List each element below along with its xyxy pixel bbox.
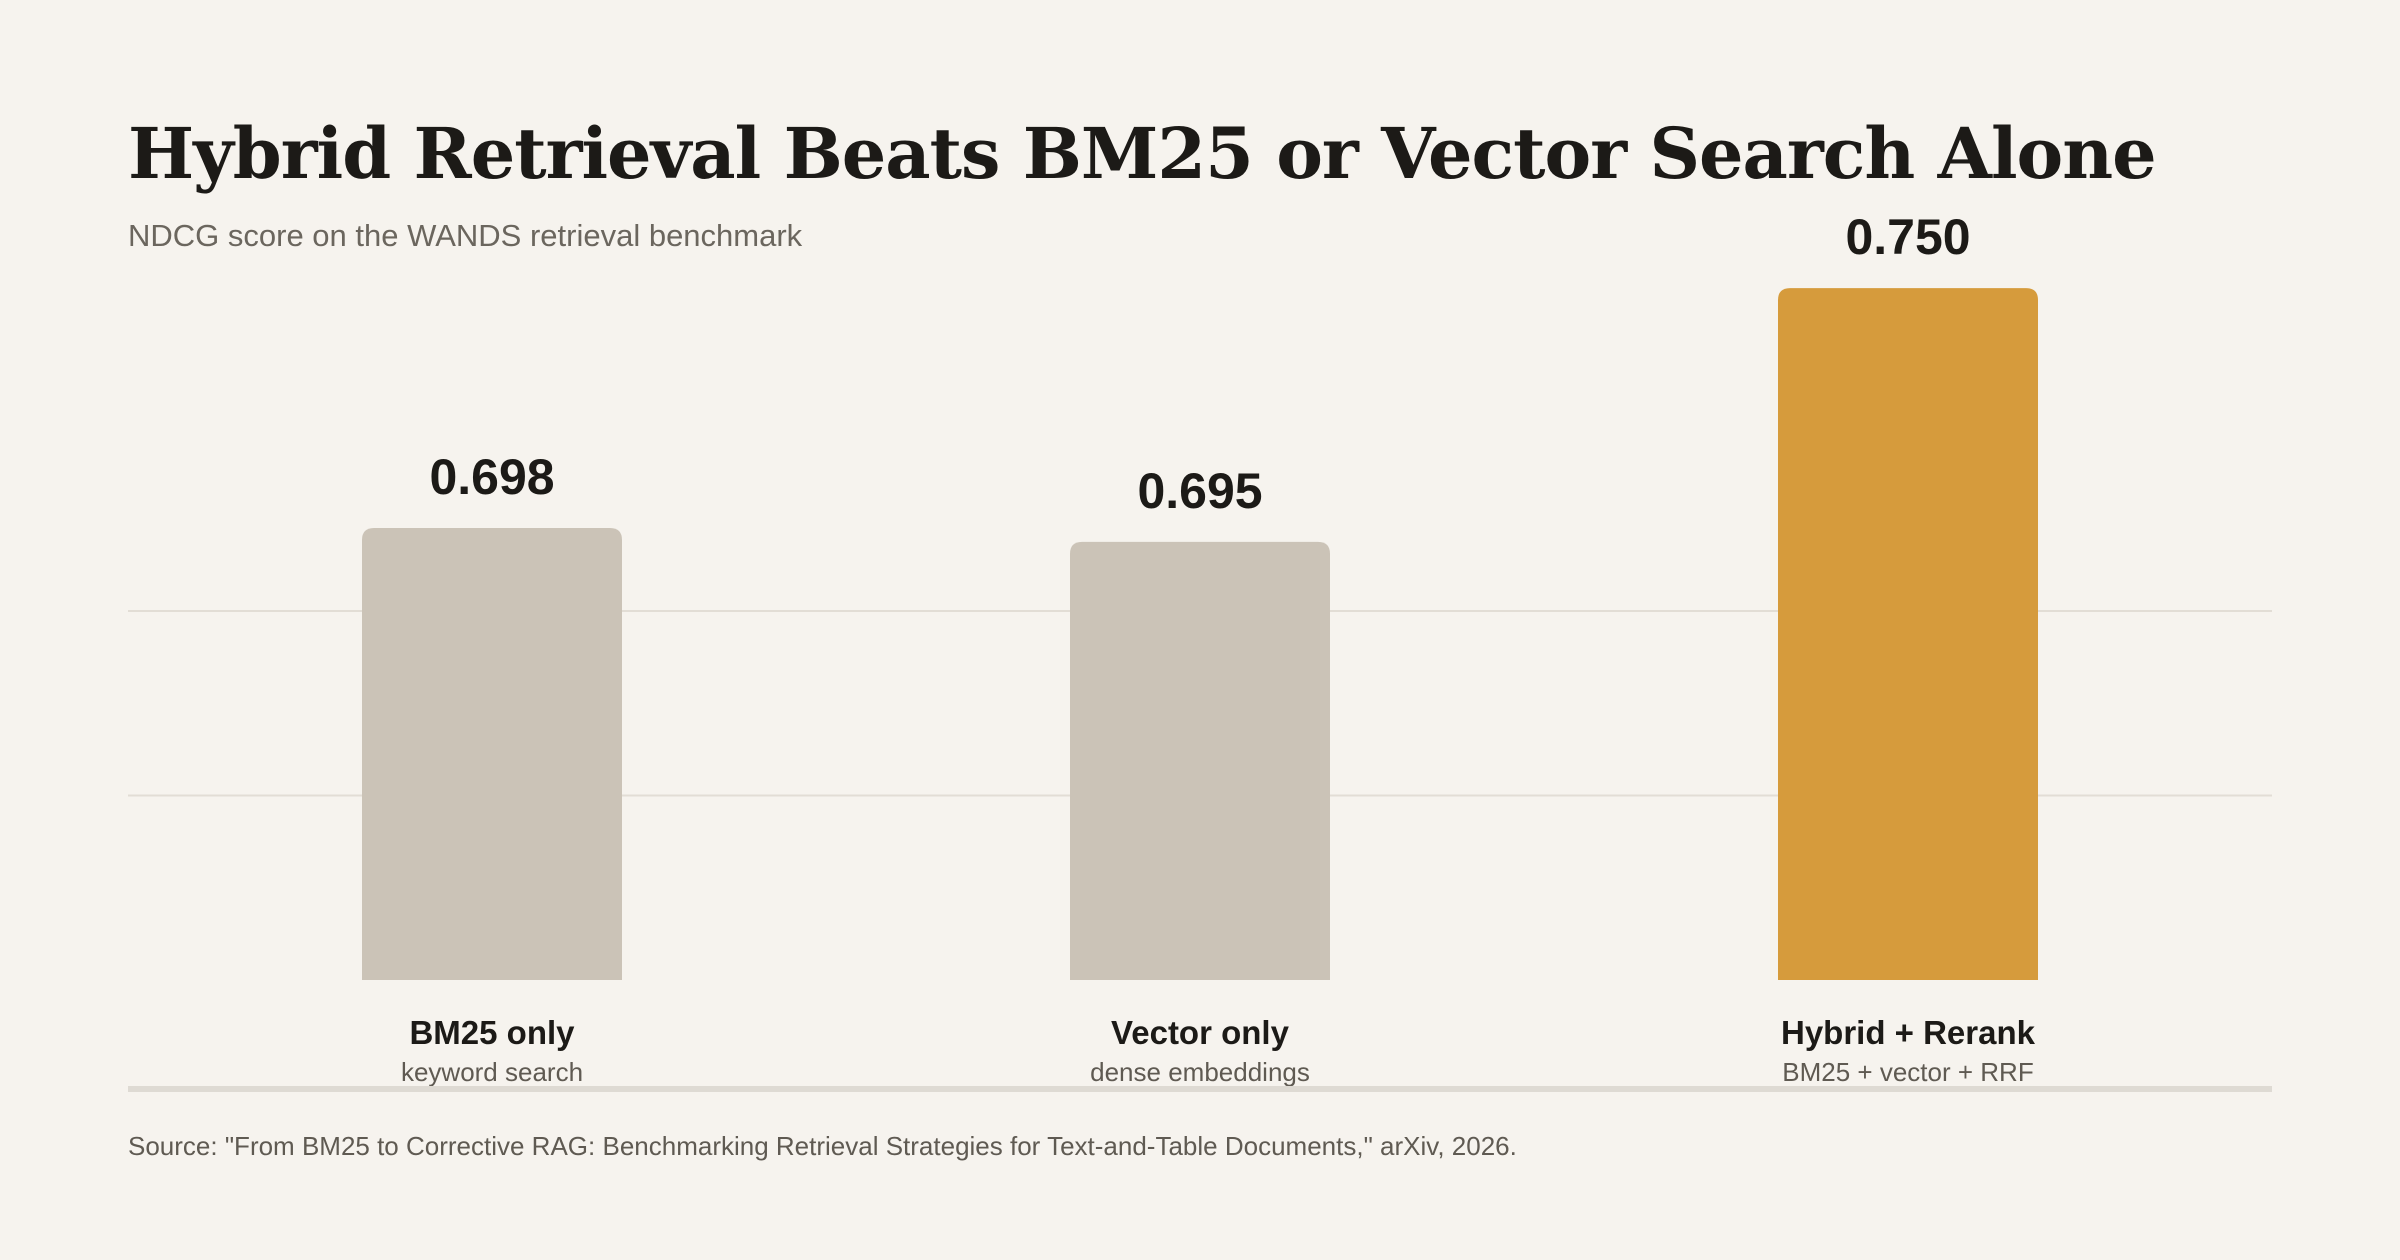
category-label: Vector only [1111,1014,1290,1051]
bar-bm25-only [362,527,622,980]
category-label: Hybrid + Rerank [1781,1014,2036,1051]
category-sublabel: BM25 + vector + RRF [1782,1057,2033,1087]
value-label: 0.698 [429,449,554,505]
chart-title: Hybrid Retrieval Beats BM25 or Vector Se… [128,112,2157,195]
bar-hybrid-rerank [1778,288,2038,980]
category-sublabel: keyword search [401,1057,583,1087]
value-label: 0.750 [1845,209,1970,265]
source-note: Source: "From BM25 to Corrective RAG: Be… [128,1131,1517,1161]
value-label: 0.695 [1137,463,1262,519]
chart-subtitle: NDCG score on the WANDS retrieval benchm… [128,218,803,253]
category-sublabel: dense embeddings [1090,1057,1310,1087]
bar-vector-only [1070,541,1330,980]
category-label: BM25 only [409,1014,575,1051]
